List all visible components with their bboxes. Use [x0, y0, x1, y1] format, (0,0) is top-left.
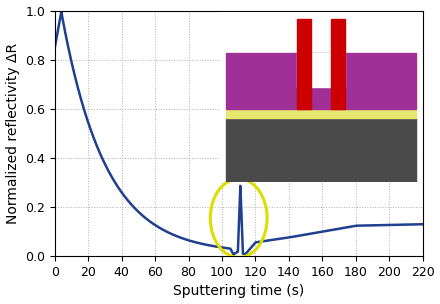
Bar	[226, 53, 416, 109]
Bar	[226, 118, 416, 182]
X-axis label: Sputtering time (s): Sputtering time (s)	[173, 285, 304, 299]
Y-axis label: Normalized reflectivity ΔR: Normalized reflectivity ΔR	[6, 43, 19, 224]
Bar	[297, 19, 311, 109]
Bar	[297, 53, 345, 87]
Bar	[226, 109, 416, 118]
Bar	[331, 19, 345, 109]
